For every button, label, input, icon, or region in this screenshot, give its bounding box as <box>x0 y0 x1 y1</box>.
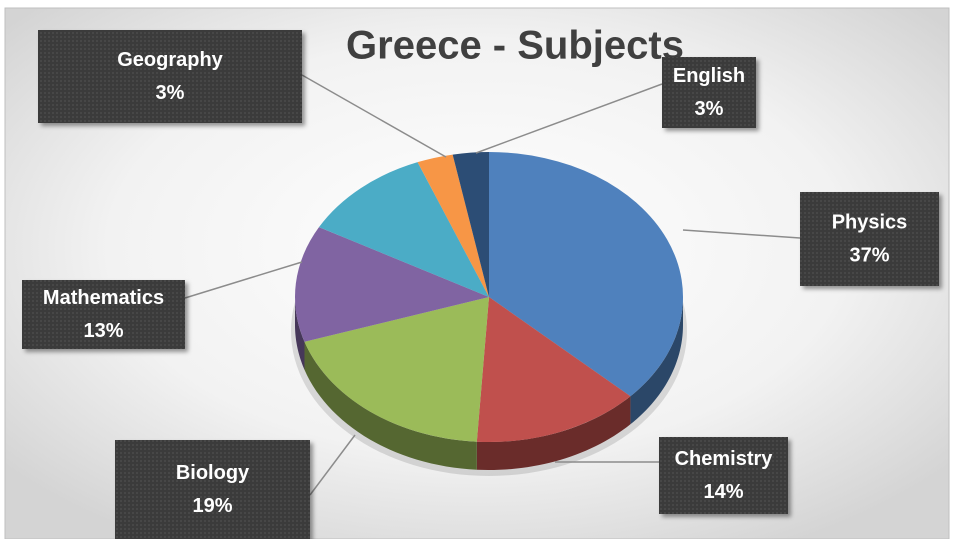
slice <box>452 152 489 297</box>
chart-title: Greece - Subjects <box>346 24 684 68</box>
slice-side <box>630 297 683 425</box>
slice <box>417 154 489 297</box>
slice <box>295 227 489 342</box>
label-box <box>662 57 756 128</box>
leader-line <box>184 261 303 299</box>
slice <box>476 297 631 442</box>
label-name: Geography <box>117 49 223 71</box>
leader-line <box>682 229 801 239</box>
label-box <box>659 437 788 514</box>
leader-line <box>309 434 356 496</box>
label-value: 13% <box>83 320 123 342</box>
label-name: Biology <box>176 462 250 484</box>
label-value: 3% <box>156 82 185 104</box>
leader-line <box>301 74 447 158</box>
slice <box>318 162 489 297</box>
label-box <box>38 30 302 123</box>
label-name: Chemistry <box>675 448 774 470</box>
data-label: Mathematics 13% <box>22 280 185 349</box>
slice-side <box>304 341 477 470</box>
label-value: 14% <box>703 481 743 503</box>
label-name: English <box>673 65 745 87</box>
label-value: 3% <box>695 98 724 120</box>
slice-side <box>476 396 631 470</box>
label-box <box>115 440 310 539</box>
label-box <box>22 280 185 349</box>
label-name: Physics <box>832 211 908 233</box>
leader-line <box>475 83 663 154</box>
data-label: Chemistry 14% <box>659 437 788 514</box>
slice <box>304 297 489 442</box>
data-label: Geography 3% <box>38 30 302 123</box>
data-label: English 3% <box>662 57 756 128</box>
data-label: Biology 19% <box>115 440 310 539</box>
label-value: 37% <box>849 244 889 266</box>
data-label: Physics 37% <box>800 192 939 286</box>
label-box <box>800 192 939 286</box>
label-value: 19% <box>192 495 232 517</box>
slice-side <box>295 297 305 370</box>
label-name: Mathematics <box>43 287 164 309</box>
slice <box>489 152 683 397</box>
